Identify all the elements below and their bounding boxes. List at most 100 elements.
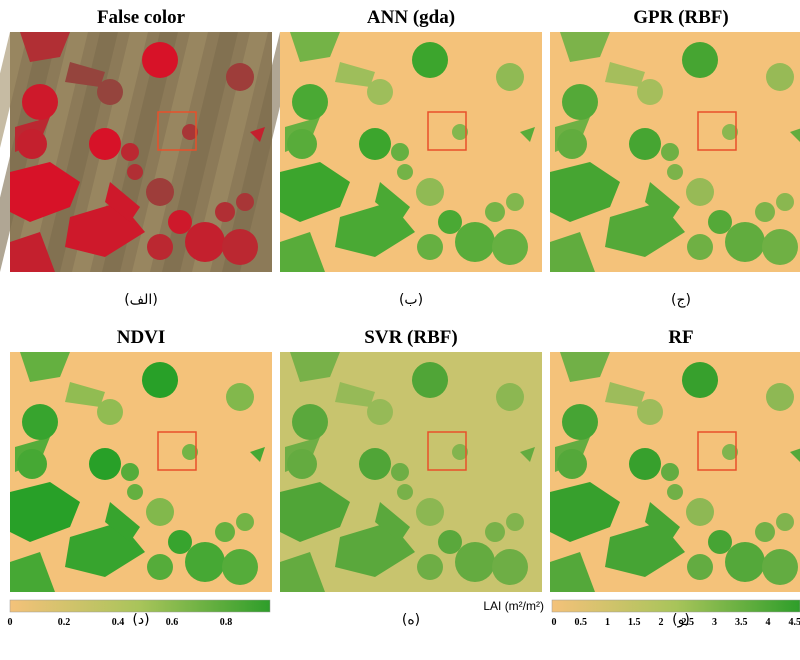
- pivot-field: [667, 164, 683, 180]
- pivot-field: [222, 229, 258, 265]
- pivot-field: [506, 193, 524, 211]
- pivot-field: [686, 178, 714, 206]
- highlight-box: [697, 431, 737, 471]
- pivot-field: [236, 193, 254, 211]
- field: [192, 32, 268, 272]
- pivot-field: [121, 463, 139, 481]
- pivot-field: [557, 129, 587, 159]
- field: [335, 382, 375, 407]
- pivot-field: [485, 522, 505, 542]
- pivot-field: [766, 383, 794, 411]
- pivot-field: [182, 444, 198, 460]
- pivot-field: [168, 530, 192, 554]
- pivot-field: [17, 449, 47, 479]
- pivot-field: [687, 234, 713, 260]
- pivot-field: [637, 399, 663, 425]
- colorbar-tick-label: 0.6: [166, 617, 179, 628]
- pivot-field: [17, 129, 47, 159]
- colorbar: [9, 599, 271, 613]
- pivot-field: [127, 484, 143, 500]
- colorbar-tick-label: 4.5: [789, 617, 800, 628]
- pivot-field: [629, 128, 661, 160]
- pivot-field: [292, 84, 328, 120]
- pivot-field: [755, 202, 775, 222]
- pivot-field: [391, 463, 409, 481]
- pivot-field: [562, 404, 598, 440]
- map-panel: [280, 32, 542, 272]
- pivot-field: [127, 164, 143, 180]
- pivot-field: [185, 222, 225, 262]
- field: [280, 482, 350, 542]
- pivot-field: [97, 79, 123, 105]
- map-panel: [0, 32, 298, 272]
- highlight-box: [427, 111, 467, 151]
- pivot-field: [416, 498, 444, 526]
- map-panel: [550, 352, 800, 592]
- pivot-field: [661, 463, 679, 481]
- colorbar-tick-label: 1: [605, 617, 610, 628]
- field: [560, 352, 610, 382]
- pivot-field: [97, 399, 123, 425]
- pivot-field: [367, 399, 393, 425]
- highlight-box: [157, 431, 197, 471]
- field: [560, 32, 610, 62]
- field: [280, 552, 325, 592]
- field: [132, 32, 208, 272]
- field: [250, 127, 265, 142]
- pivot-field: [755, 522, 775, 542]
- panel-title: SVR (RBF): [364, 327, 457, 348]
- pivot-field: [661, 143, 679, 161]
- pivot-field: [168, 210, 192, 234]
- pivot-field: [147, 234, 173, 260]
- pivot-field: [391, 143, 409, 161]
- pivot-field: [708, 530, 732, 554]
- field: [605, 382, 645, 407]
- pivot-field: [226, 63, 254, 91]
- field: [375, 182, 410, 222]
- field: [520, 447, 535, 462]
- pivot-field: [776, 513, 794, 531]
- colorbar: [551, 599, 800, 613]
- pivot-field: [417, 234, 443, 260]
- pivot-field: [557, 449, 587, 479]
- pivot-field: [496, 383, 524, 411]
- highlight-box: [697, 111, 737, 151]
- pivot-field: [292, 404, 328, 440]
- pivot-field: [506, 513, 524, 531]
- pivot-field: [722, 444, 738, 460]
- pivot-field: [416, 178, 444, 206]
- panel-caption: (و): [672, 612, 690, 628]
- field: [550, 482, 620, 542]
- pivot-field: [22, 404, 58, 440]
- pivot-field: [762, 229, 798, 265]
- pivot-field: [455, 542, 495, 582]
- panel-caption: (ه): [402, 612, 420, 628]
- pivot-field: [287, 129, 317, 159]
- field: [520, 127, 535, 142]
- pivot-field: [708, 210, 732, 234]
- pivot-field: [438, 210, 462, 234]
- pivot-field: [412, 362, 448, 398]
- field: [280, 162, 350, 222]
- pivot-field: [146, 178, 174, 206]
- pivot-field: [455, 222, 495, 262]
- pivot-field: [215, 522, 235, 542]
- colorbar-tick-label: 1.5: [628, 617, 641, 628]
- field: [335, 62, 375, 87]
- pivot-field: [766, 63, 794, 91]
- field: [20, 32, 70, 62]
- pivot-field: [485, 202, 505, 222]
- pivot-field: [222, 549, 258, 585]
- pivot-field: [452, 124, 468, 140]
- pivot-field: [725, 542, 765, 582]
- pivot-field: [215, 202, 235, 222]
- panel-caption: (الف): [124, 292, 158, 308]
- field: [10, 232, 55, 272]
- panel-title: RF: [668, 327, 693, 348]
- pivot-field: [397, 484, 413, 500]
- pivot-field: [438, 530, 462, 554]
- field: [605, 62, 645, 87]
- panel-caption: (د): [132, 612, 149, 628]
- panel-title: ANN (gda): [367, 7, 455, 28]
- pivot-field: [182, 124, 198, 140]
